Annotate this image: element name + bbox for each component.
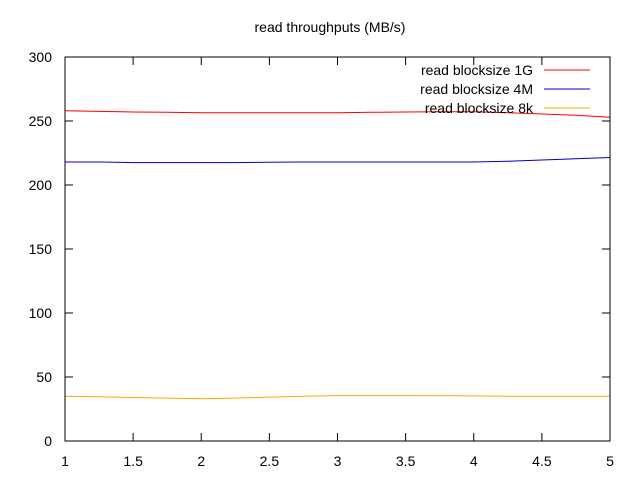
chart-title: read throughputs (MB/s) bbox=[255, 19, 406, 35]
x-tick-label: 2.5 bbox=[260, 453, 280, 469]
x-tick-label: 5 bbox=[606, 453, 614, 469]
series-line bbox=[64, 395, 610, 400]
legend-label: read blocksize 4M bbox=[420, 81, 533, 97]
plot-frame bbox=[64, 56, 611, 442]
legend: read blocksize 1G read blocksize 4M read b… bbox=[420, 62, 590, 116]
y-tick-label: 200 bbox=[29, 177, 53, 193]
x-tick-label: 1 bbox=[61, 453, 69, 469]
x-tick-label: 3.5 bbox=[396, 453, 416, 469]
series-line bbox=[64, 110, 611, 118]
x-tick-label: 4.5 bbox=[532, 453, 552, 469]
legend-label: read blocksize 1G bbox=[421, 62, 533, 78]
y-tick-label: 50 bbox=[36, 369, 52, 385]
y-tick-label: 250 bbox=[29, 113, 53, 129]
y-tick-label: 150 bbox=[29, 241, 53, 257]
x-tick-label: 3 bbox=[334, 453, 342, 469]
y-tick-label: 300 bbox=[29, 49, 53, 65]
x-tick-label: 2 bbox=[197, 453, 205, 469]
x-tick-label: 4 bbox=[470, 453, 478, 469]
legend-label: read blocksize 8k bbox=[425, 100, 534, 116]
series-line bbox=[65, 157, 611, 164]
x-tick-label: 1.5 bbox=[123, 453, 143, 469]
series-lines bbox=[64, 110, 611, 400]
y-tick-label: 100 bbox=[29, 305, 53, 321]
y-tick-label: 0 bbox=[44, 433, 52, 449]
